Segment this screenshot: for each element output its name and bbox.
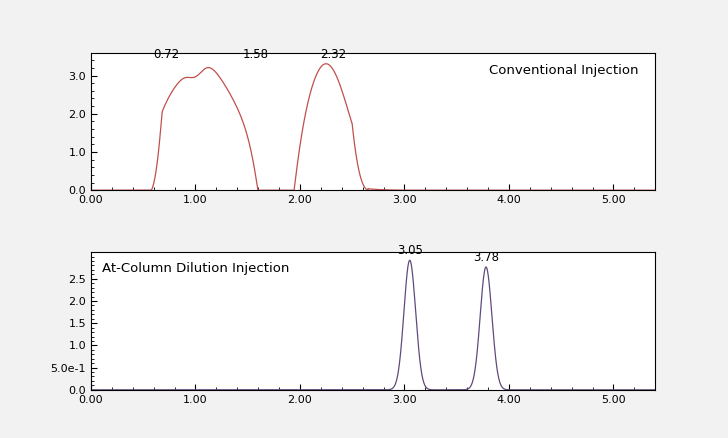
Text: 3.05: 3.05 <box>397 244 423 258</box>
Text: At-Column Dilution Injection: At-Column Dilution Injection <box>102 262 290 275</box>
Text: 3.78: 3.78 <box>473 251 499 264</box>
Text: Conventional Injection: Conventional Injection <box>488 64 638 77</box>
Text: 2.32: 2.32 <box>320 48 347 61</box>
Text: 0.72: 0.72 <box>153 48 179 61</box>
Text: 1.58: 1.58 <box>243 48 269 61</box>
